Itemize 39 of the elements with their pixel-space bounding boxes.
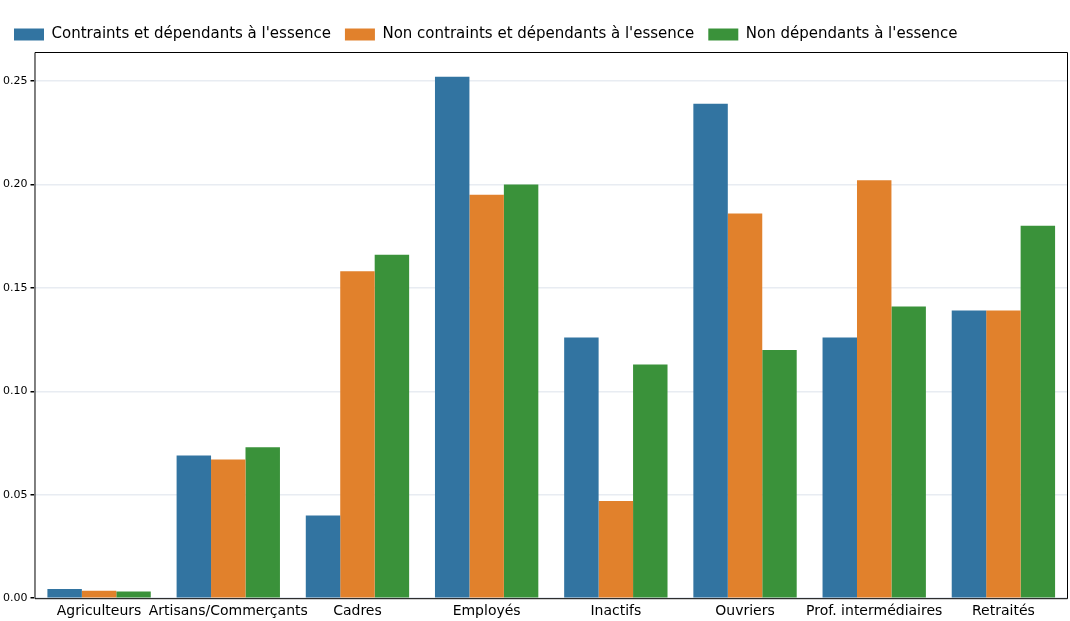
legend-label: Non dépendants à l'essence [745,24,958,43]
legend-label: Non contraints et dépendants à l'essence [382,24,695,43]
bar [762,349,797,598]
bar [434,76,470,598]
bar [503,184,539,598]
x-tick-label: Prof. intermédiaires [806,602,943,619]
x-tick-label: Retraités [971,602,1035,619]
bar [211,459,246,598]
bar [727,213,763,598]
x-tick-label: Artisans/Commerçants [148,602,308,619]
bar [822,337,857,598]
x-tick-label: Agriculteurs [56,602,142,619]
bar [1020,225,1056,598]
bar [951,310,987,598]
bar [693,103,728,598]
bar [598,500,634,598]
bar [340,271,375,598]
bar [469,194,504,598]
bar [245,447,280,598]
y-tick-label: 0.15 [2,280,28,294]
bar [986,310,1021,598]
bar [856,180,892,598]
y-tick-label: 0.10 [2,384,28,398]
x-tick-label: Employés [452,602,521,619]
y-tick-label: 0.05 [2,487,28,501]
bar [564,337,599,598]
bar [374,254,410,598]
legend-label: Contraints et dépendants à l'essence [51,24,331,43]
x-tick-label: Inactifs [590,602,642,619]
y-tick-label: 0.20 [2,177,28,191]
bar [305,515,341,598]
y-tick-label: 0.00 [2,591,28,605]
bar [176,455,212,598]
x-tick-label: Ouvriers [715,602,775,619]
x-tick-label: Cadres [333,602,382,619]
bar [47,588,82,598]
y-tick-label: 0.25 [2,73,28,87]
bar [891,306,926,598]
bar [633,364,668,598]
